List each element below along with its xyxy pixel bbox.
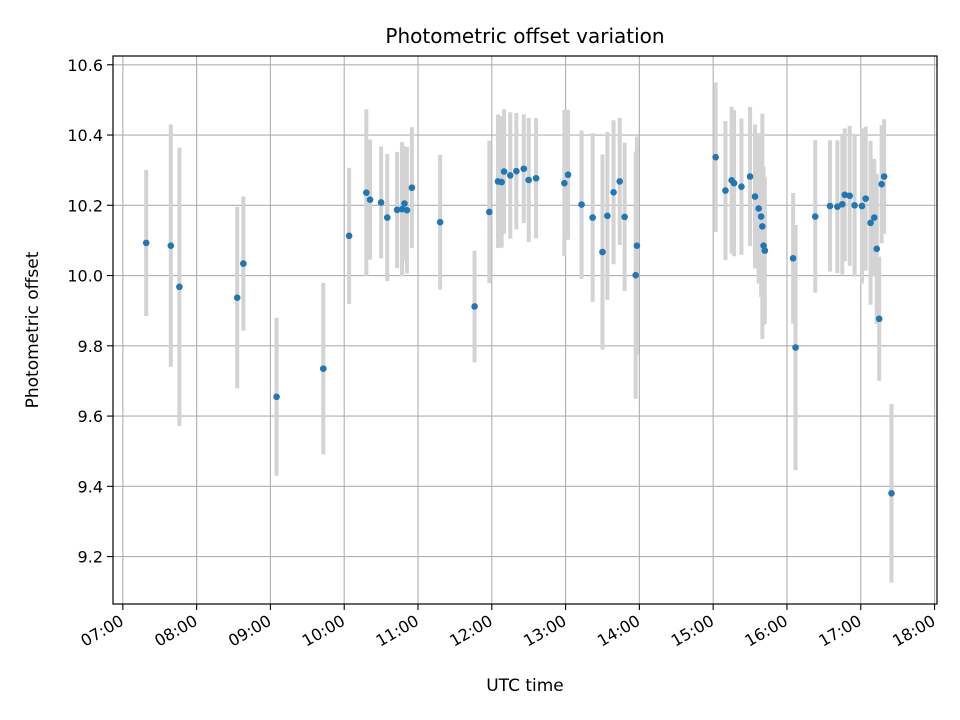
data-point xyxy=(436,218,444,226)
data-point xyxy=(532,174,540,182)
data-point xyxy=(759,223,766,230)
data-point xyxy=(167,242,175,249)
data-point xyxy=(366,196,374,203)
data-point xyxy=(383,214,391,221)
y-tick-label: 10.2 xyxy=(67,196,103,215)
data-point xyxy=(621,213,628,221)
data-point xyxy=(240,260,247,267)
data-point xyxy=(826,202,834,210)
data-point xyxy=(867,219,874,227)
y-axis-label: Photometric offset xyxy=(23,251,43,408)
data-point xyxy=(730,179,738,187)
y-tick-label: 10.0 xyxy=(67,267,103,286)
data-point xyxy=(233,294,241,301)
data-point xyxy=(870,214,878,221)
data-point xyxy=(589,214,596,221)
data-point xyxy=(486,208,493,216)
data-point xyxy=(599,248,606,256)
data-point xyxy=(525,176,532,184)
data-point xyxy=(746,173,754,180)
data-point xyxy=(839,200,846,208)
data-point xyxy=(345,232,353,240)
data-point xyxy=(616,178,623,185)
data-point xyxy=(500,168,508,175)
data-point xyxy=(506,172,514,179)
data-point xyxy=(176,283,183,291)
data-point xyxy=(363,189,370,196)
data-point xyxy=(846,192,853,200)
data-point xyxy=(408,184,416,192)
data-point xyxy=(471,303,478,310)
x-axis-label: UTC time xyxy=(486,676,564,696)
data-point xyxy=(757,213,765,220)
y-tick-label: 9.6 xyxy=(78,407,103,426)
data-point xyxy=(498,178,505,186)
data-point xyxy=(858,202,866,210)
y-tick-label: 9.8 xyxy=(78,337,103,356)
data-point xyxy=(142,239,150,247)
data-point xyxy=(811,213,819,220)
y-tick-label: 9.4 xyxy=(78,477,103,496)
data-point xyxy=(273,393,280,401)
data-point xyxy=(561,179,568,187)
data-point xyxy=(403,206,411,214)
data-point xyxy=(564,171,572,179)
data-point xyxy=(789,255,797,262)
data-point xyxy=(320,365,327,372)
data-point xyxy=(841,191,849,199)
data-point xyxy=(751,193,759,200)
data-point xyxy=(393,206,401,214)
y-tick-label: 10.4 xyxy=(67,126,103,145)
data-point xyxy=(610,188,617,196)
data-point xyxy=(398,205,406,213)
y-tick-label: 10.6 xyxy=(67,56,103,75)
data-point xyxy=(633,242,641,249)
data-point xyxy=(712,153,719,161)
data-point xyxy=(862,195,869,202)
chart-title: Photometric offset variation xyxy=(385,24,664,48)
data-point xyxy=(875,315,883,323)
data-point xyxy=(578,201,585,208)
data-points xyxy=(142,153,895,497)
data-point xyxy=(632,271,639,279)
data-point xyxy=(792,344,799,351)
data-point xyxy=(873,245,881,253)
data-point xyxy=(755,205,762,212)
data-point xyxy=(520,165,528,173)
data-point xyxy=(513,167,520,175)
plot-frame xyxy=(112,55,938,605)
data-point xyxy=(722,187,729,194)
data-point xyxy=(738,183,745,190)
data-point xyxy=(878,180,885,188)
data-point xyxy=(880,173,888,180)
data-point xyxy=(377,199,385,206)
data-point xyxy=(604,212,611,220)
data-point xyxy=(761,247,769,254)
data-point xyxy=(851,201,858,209)
y-tick-label: 9.2 xyxy=(78,548,103,567)
data-point xyxy=(834,203,841,210)
data-point xyxy=(888,490,895,497)
data-point xyxy=(401,200,408,207)
